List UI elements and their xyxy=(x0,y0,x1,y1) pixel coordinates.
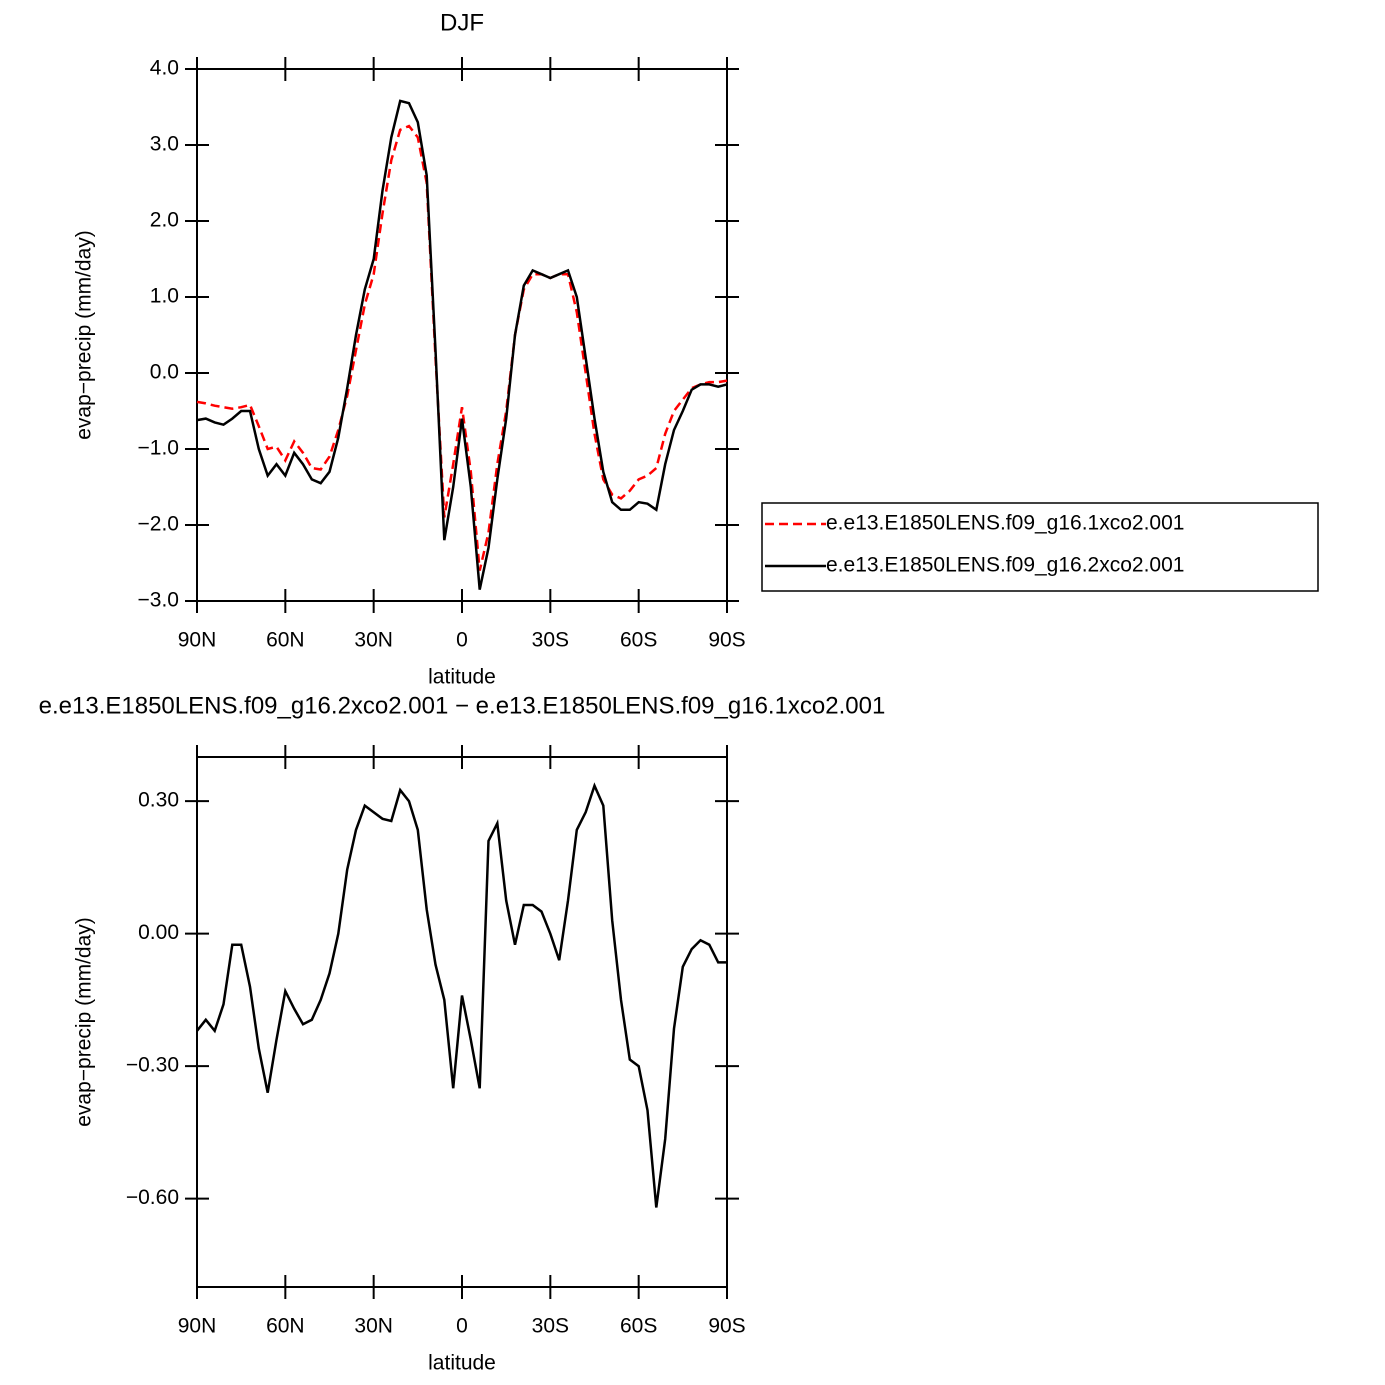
y-tick-label: 1.0 xyxy=(150,285,179,308)
x-tick-label: 30N xyxy=(354,629,393,652)
y-tick-label: 0.0 xyxy=(150,361,179,384)
chart-title: DJF xyxy=(440,9,484,36)
data-line xyxy=(196,782,727,1208)
x-tick-label: 0 xyxy=(456,629,468,652)
chart-title: e.e13.E1850LENS.f09_g16.2xco2.001 − e.e1… xyxy=(39,692,886,719)
x-tick-label: 60N xyxy=(266,629,305,652)
y-tick-label: −0.30 xyxy=(126,1054,179,1077)
y-tick-label: 3.0 xyxy=(150,133,179,156)
y-tick-label: 0.00 xyxy=(138,921,179,944)
legend-box xyxy=(761,502,1319,592)
data-line xyxy=(196,99,728,590)
y-tick-label: −2.0 xyxy=(138,513,179,536)
x-tick-label: 90S xyxy=(708,629,745,652)
plot-frame xyxy=(196,756,728,1288)
x-tick-label: 30N xyxy=(354,1315,393,1338)
y-tick-label: −3.0 xyxy=(138,589,179,612)
x-tick-label: 30S xyxy=(532,1315,569,1338)
x-tick-label: 0 xyxy=(456,1315,468,1338)
legend-label: e.e13.E1850LENS.f09_g16.1xco2.001 xyxy=(826,512,1184,535)
plot-frame xyxy=(196,68,728,602)
x-axis-label: latitude xyxy=(428,666,496,689)
x-tick-label: 30S xyxy=(532,629,569,652)
x-axis-label: latitude xyxy=(428,1352,496,1375)
data-line xyxy=(196,124,728,571)
x-tick-label: 60S xyxy=(620,1315,657,1338)
y-axis-label: evap−precip (mm/day) xyxy=(73,230,96,440)
y-tick-label: −1.0 xyxy=(138,437,179,460)
y-axis-label: evap−precip (mm/day) xyxy=(73,917,96,1127)
x-tick-label: 60S xyxy=(620,629,657,652)
x-tick-label: 90N xyxy=(178,1315,217,1338)
y-tick-label: −0.60 xyxy=(126,1186,179,1209)
y-tick-label: 2.0 xyxy=(150,209,179,232)
x-tick-label: 90N xyxy=(178,629,217,652)
y-tick-label: 0.30 xyxy=(138,789,179,812)
x-tick-label: 90S xyxy=(708,1315,745,1338)
legend-label: e.e13.E1850LENS.f09_g16.2xco2.001 xyxy=(826,554,1184,577)
y-tick-label: 4.0 xyxy=(150,57,179,80)
x-tick-label: 60N xyxy=(266,1315,305,1338)
